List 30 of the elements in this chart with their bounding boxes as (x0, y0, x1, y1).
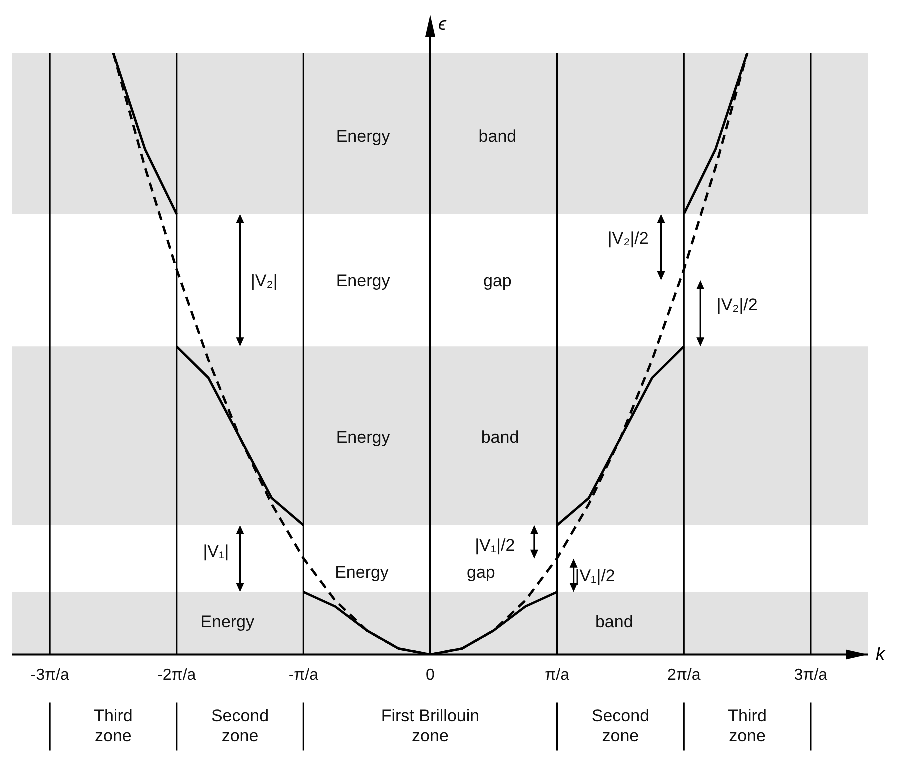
text: Third zone (94, 706, 133, 746)
annotation: band (595, 612, 634, 632)
annotation: gap (484, 271, 512, 290)
x-tick-label: 2π/a (667, 666, 701, 684)
annotation: gap (467, 563, 496, 582)
x-tick-label: 0 (426, 666, 436, 684)
y-axis-title: ϵ (438, 14, 448, 34)
x-tick-label: -π/a (288, 666, 319, 684)
x-tick-label: 3π/a (794, 666, 828, 684)
annotation: Energy (336, 271, 391, 290)
x-tick-label: π/a (545, 666, 570, 684)
text: Third zone (728, 706, 767, 746)
annotation: |V₂| (250, 271, 278, 290)
annotation: Energy (336, 126, 391, 146)
annotation: band (481, 428, 520, 447)
annotation: band (478, 126, 517, 146)
annotation: Energy (335, 563, 390, 582)
annotation: |V₁|/2 (475, 536, 516, 556)
annotation: Energy (336, 428, 391, 447)
x-tick-label: -2π/a (158, 666, 196, 684)
x-tick-label: -3π/a (30, 666, 70, 684)
annotation: Energy (200, 612, 256, 632)
annotation: |V₂|/2 (716, 295, 758, 314)
text: Second zone (592, 706, 650, 746)
annotation: |V₁|/2 (575, 566, 616, 586)
text: First Brillouin zone (381, 706, 480, 746)
annotation: |V₁| (203, 542, 230, 562)
x-axis-title: k (876, 644, 886, 664)
text: Second zone (211, 706, 270, 746)
annotation: |V₂|/2 (608, 229, 649, 248)
